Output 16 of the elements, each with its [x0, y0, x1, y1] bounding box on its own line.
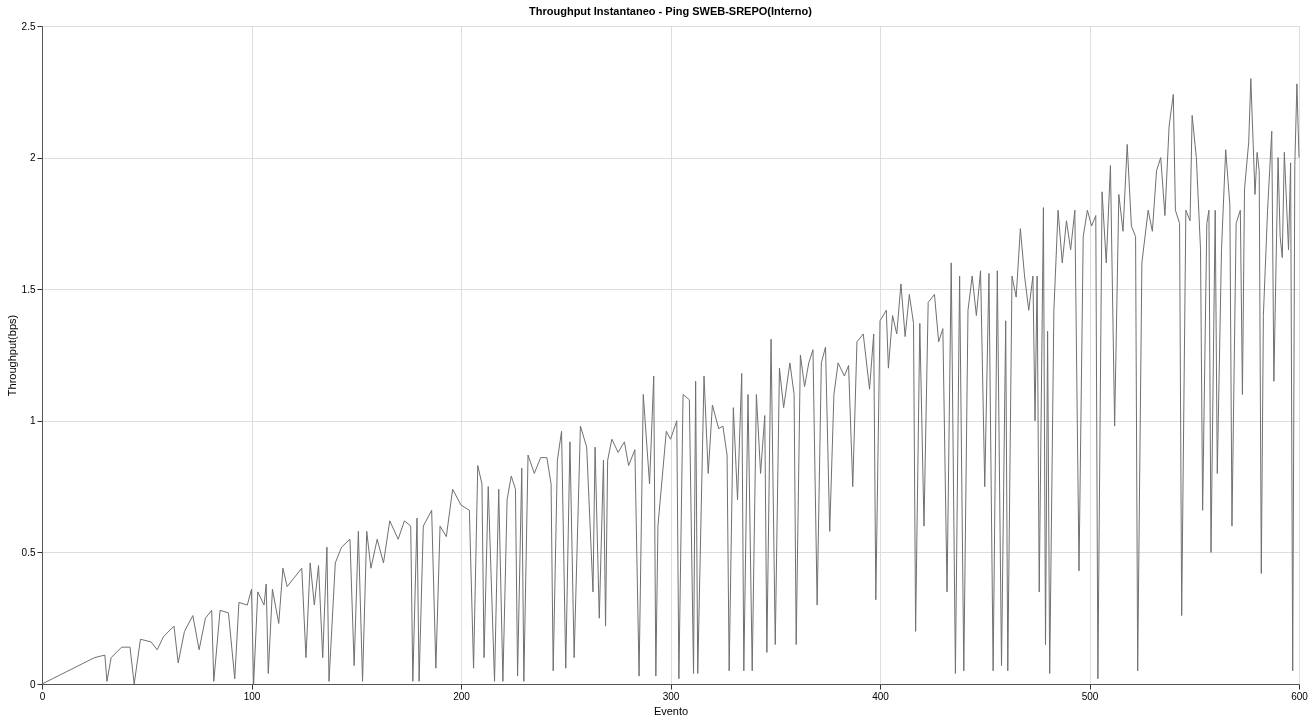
- x-axis-title: Evento: [653, 704, 689, 717]
- x-tick-label: 500: [1081, 690, 1099, 702]
- y-tick-label: 2: [29, 152, 36, 164]
- x-tick-label: 0: [39, 690, 46, 702]
- chart-title: Throughput Instantaneo - Ping SWEB-SREPO(Interno): [529, 5, 813, 17]
- y-axis-title: Throughput(bps): [5, 314, 18, 397]
- x-tick-label: 400: [872, 690, 890, 702]
- y-tick-label: 0.5: [21, 546, 36, 558]
- y-tick-label: 2.5: [21, 20, 36, 32]
- y-tick-label: 1: [29, 415, 36, 427]
- x-tick-label: 600: [1291, 690, 1309, 702]
- x-tick-label: 100: [243, 690, 261, 702]
- y-tick-label: 1.5: [21, 283, 36, 295]
- x-tick-label: 300: [662, 690, 680, 702]
- y-tick-label: 0: [29, 678, 36, 690]
- x-tick-label: 200: [453, 690, 471, 702]
